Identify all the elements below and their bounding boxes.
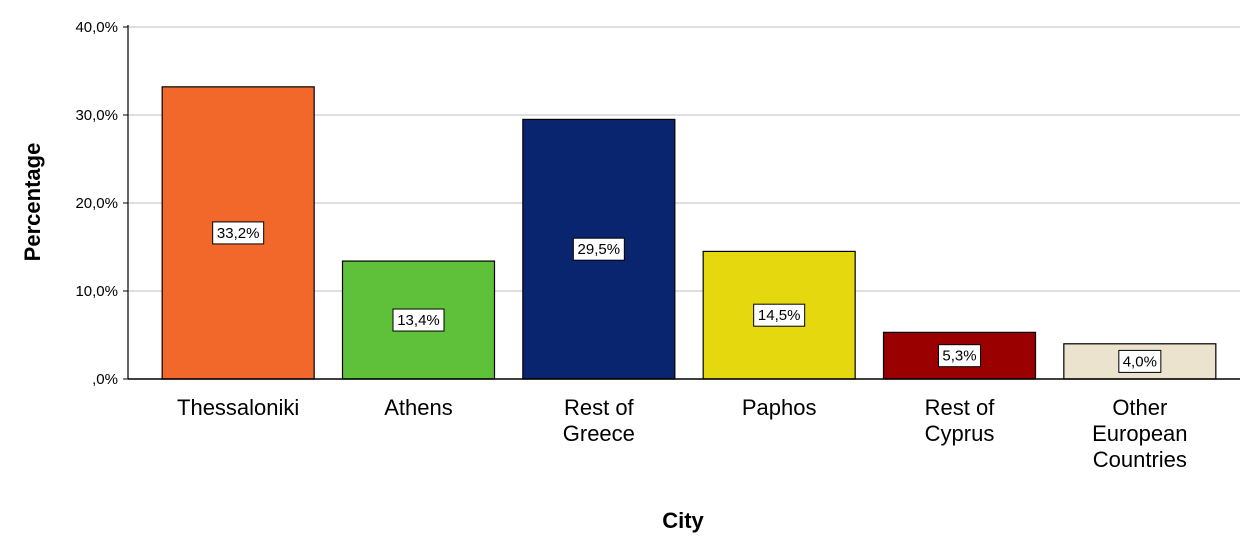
y-tick-label: 10,0% bbox=[75, 283, 118, 300]
category-label-line: Athens bbox=[384, 395, 453, 420]
data-label: 33,2% bbox=[217, 225, 260, 242]
y-axis-ticks: ,0% 10,0% 20,0% 30,0% 40,0% bbox=[75, 19, 128, 388]
y-tick-label: 20,0% bbox=[75, 195, 118, 212]
data-label-box bbox=[572, 237, 625, 261]
data-label-box bbox=[938, 344, 981, 368]
y-tick-label: 40,0% bbox=[75, 19, 118, 36]
category-label-line: Countries bbox=[1093, 447, 1187, 472]
category-label-line: Thessaloniki bbox=[177, 395, 299, 420]
data-label: 14,5% bbox=[758, 307, 801, 324]
data-label-box bbox=[212, 221, 265, 245]
category-label: Rest of Cyprus bbox=[925, 395, 996, 446]
axes bbox=[127, 25, 1240, 380]
category-label: Other European Countries bbox=[1092, 395, 1187, 472]
category-label: Athens bbox=[384, 395, 453, 420]
data-label: 13,4% bbox=[397, 312, 440, 329]
data-label-box bbox=[753, 303, 806, 327]
category-label: Rest of Greece bbox=[563, 395, 635, 446]
category-label: Thessaloniki bbox=[177, 395, 299, 420]
category-label-line: Paphos bbox=[742, 395, 817, 420]
data-label: 5,3% bbox=[942, 348, 976, 365]
bar bbox=[161, 86, 315, 380]
category-label-line: European bbox=[1092, 421, 1187, 446]
data-label: 4,0% bbox=[1123, 353, 1157, 370]
category-label-line: Other bbox=[1112, 395, 1167, 420]
data-labels: 33,2% 13,4% 29,5% 14,5% 5,3% 4,0% bbox=[212, 221, 1162, 373]
category-label-line: Rest of bbox=[564, 395, 635, 420]
x-axis-title: City bbox=[662, 508, 704, 533]
category-label: Paphos bbox=[742, 395, 817, 420]
category-label-line: Greece bbox=[563, 421, 635, 446]
data-label: 29,5% bbox=[578, 241, 621, 258]
y-tick-label: 30,0% bbox=[75, 107, 118, 124]
category-label-line: Rest of bbox=[925, 395, 996, 420]
data-label-box bbox=[1118, 349, 1162, 373]
y-tick-label: ,0% bbox=[92, 371, 118, 388]
data-label-box bbox=[392, 308, 445, 332]
category-label-line: Cyprus bbox=[925, 421, 995, 446]
y-axis-title: Percentage bbox=[20, 143, 45, 262]
bars bbox=[161, 86, 1217, 380]
